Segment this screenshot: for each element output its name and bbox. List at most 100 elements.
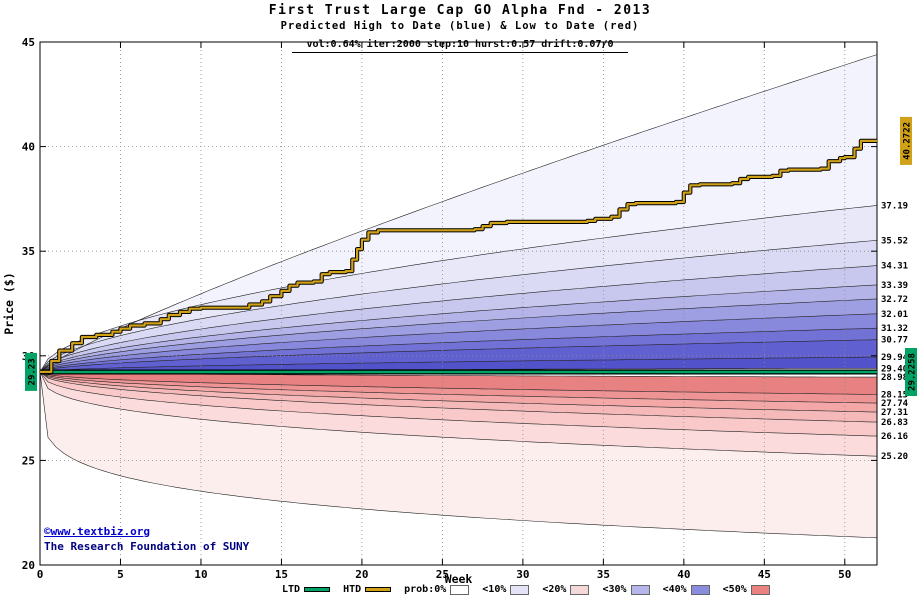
- probability-band: [40, 371, 877, 404]
- edge-value-label: 37.19: [881, 201, 908, 211]
- edge-value-label: 34.31: [881, 262, 908, 272]
- edge-value-label: 28.98: [881, 373, 908, 383]
- watermark: ©www.textbiz.org The Research Foundation…: [44, 522, 249, 554]
- quantile-line: [39, 240, 878, 373]
- x-tick-label: 50: [838, 568, 851, 581]
- ltd-end-label: 29.2258: [905, 347, 918, 396]
- legend: LTD HTD prob:0% <10% <20% <30% <40% <50%: [282, 584, 770, 595]
- probability-band: [40, 371, 877, 423]
- quantile-line: [39, 371, 878, 395]
- y-tick-label: 40: [22, 141, 35, 154]
- probability-band: [40, 54, 877, 372]
- quantile-line: [39, 371, 878, 404]
- probability-band: [40, 284, 877, 372]
- quantile-line: [39, 298, 878, 373]
- legend-prob-1-label: <10%: [482, 584, 507, 595]
- edge-value-label: 31.32: [881, 324, 908, 334]
- x-tick-label: 25: [436, 568, 449, 581]
- legend-prob-5: <50%: [723, 584, 770, 595]
- legend-prob-5-swatch: [750, 584, 770, 595]
- legend-htd-label: HTD: [343, 584, 362, 595]
- legend-prob-4-label: <40%: [662, 584, 687, 595]
- legend-prob-1-swatch: [510, 584, 530, 595]
- probability-band: [40, 265, 877, 372]
- probability-band: [40, 371, 877, 395]
- start-price-label-bg: [25, 352, 37, 391]
- legend-prob-0-label: prob:0%: [404, 584, 447, 595]
- legend-prob-2: <20%: [542, 584, 590, 595]
- edge-value-label: 25.20: [881, 452, 908, 462]
- ltd-end-label-text: 29.2258: [908, 353, 918, 391]
- plot-border: [39, 41, 878, 566]
- quantile-line: [39, 265, 878, 373]
- legend-prob-4-swatch: [690, 584, 710, 595]
- x-tick-label: 20: [355, 568, 368, 581]
- legend-htd: HTD: [343, 584, 392, 595]
- y-tick-label: 20: [22, 559, 35, 572]
- legend-prob-0-swatch: [450, 584, 470, 595]
- probability-band: [40, 371, 877, 457]
- probability-band: [40, 313, 877, 372]
- quantile-line: [39, 54, 878, 373]
- edge-value-label: 27.31: [881, 408, 908, 418]
- quantile-line: [39, 371, 878, 423]
- probability-band: [40, 357, 877, 372]
- quantile-line: [39, 356, 877, 373]
- probability-band: [40, 205, 877, 372]
- htd-line: [40, 139, 877, 373]
- htd-end-label-text: 40.2722: [903, 122, 913, 160]
- quantile-line: [39, 284, 878, 373]
- legend-prob-3: <30%: [602, 584, 650, 595]
- probability-band: [40, 371, 877, 437]
- chart-params: vol:0.64% iter:2000 step:10 hurst:0.57 d…: [292, 39, 628, 53]
- probability-band: [40, 298, 877, 372]
- x-tick-label: 35: [597, 568, 610, 581]
- edge-value-label: 29.40: [881, 364, 908, 374]
- legend-prob-3-label: <30%: [602, 584, 627, 595]
- legend-prob-5-label: <50%: [722, 584, 747, 595]
- legend-prob-2-swatch: [570, 584, 590, 595]
- probability-band: [40, 371, 877, 413]
- probability-band: [40, 240, 877, 372]
- y-tick-label: 25: [22, 454, 35, 467]
- chart-title: First Trust Large Cap GO Alpha Fnd - 201…: [268, 3, 652, 18]
- probability-band: [40, 339, 877, 372]
- edge-value-label: 35.52: [881, 236, 908, 246]
- legend-prob-4: <40%: [663, 584, 710, 595]
- legend-prob-3-swatch: [630, 584, 650, 595]
- y-tick-label: 45: [22, 36, 35, 49]
- legend-ltd: LTD: [282, 584, 331, 595]
- y-tick-label: 35: [22, 245, 35, 258]
- quantile-line: [39, 371, 878, 539]
- quantile-line: [39, 327, 878, 373]
- ltd-end-label-bg: [905, 347, 917, 396]
- quantile-line: [39, 205, 878, 373]
- quantile-line: [39, 371, 878, 413]
- start-price-label: 29.23: [25, 352, 38, 391]
- x-tick-label: 10: [194, 568, 207, 581]
- edge-value-label: 32.01: [881, 310, 908, 320]
- suny-foundation-label: The Research Foundation of SUNY: [44, 540, 250, 553]
- legend-prob-0: prob:0%: [404, 584, 470, 595]
- probability-band: [40, 328, 877, 372]
- quantile-line: [39, 371, 878, 457]
- edge-value-label: 29.94: [881, 353, 909, 363]
- legend-htd-swatch: [365, 587, 392, 592]
- edge-value-label: 32.72: [881, 295, 908, 305]
- edge-value-label: 26.83: [881, 418, 908, 428]
- textbiz-link[interactable]: ©www.textbiz.org: [44, 525, 150, 538]
- chart-header: First Trust Large Cap GO Alpha Fnd - 201…: [0, 3, 920, 53]
- edge-value-label: 30.77: [881, 336, 908, 346]
- x-tick-label: 5: [117, 568, 124, 581]
- x-tick-label: 0: [37, 568, 44, 581]
- htd-end-label-bg: [900, 116, 912, 165]
- edge-value-label: 27.74: [881, 399, 909, 409]
- edge-value-label: 28.15: [881, 391, 908, 401]
- probability-band: [40, 371, 877, 538]
- x-axis-title: Week: [445, 572, 473, 586]
- x-tick-label: 45: [758, 568, 771, 581]
- start-price-label-text: 29.23: [28, 358, 38, 385]
- x-tick-label: 30: [516, 568, 529, 581]
